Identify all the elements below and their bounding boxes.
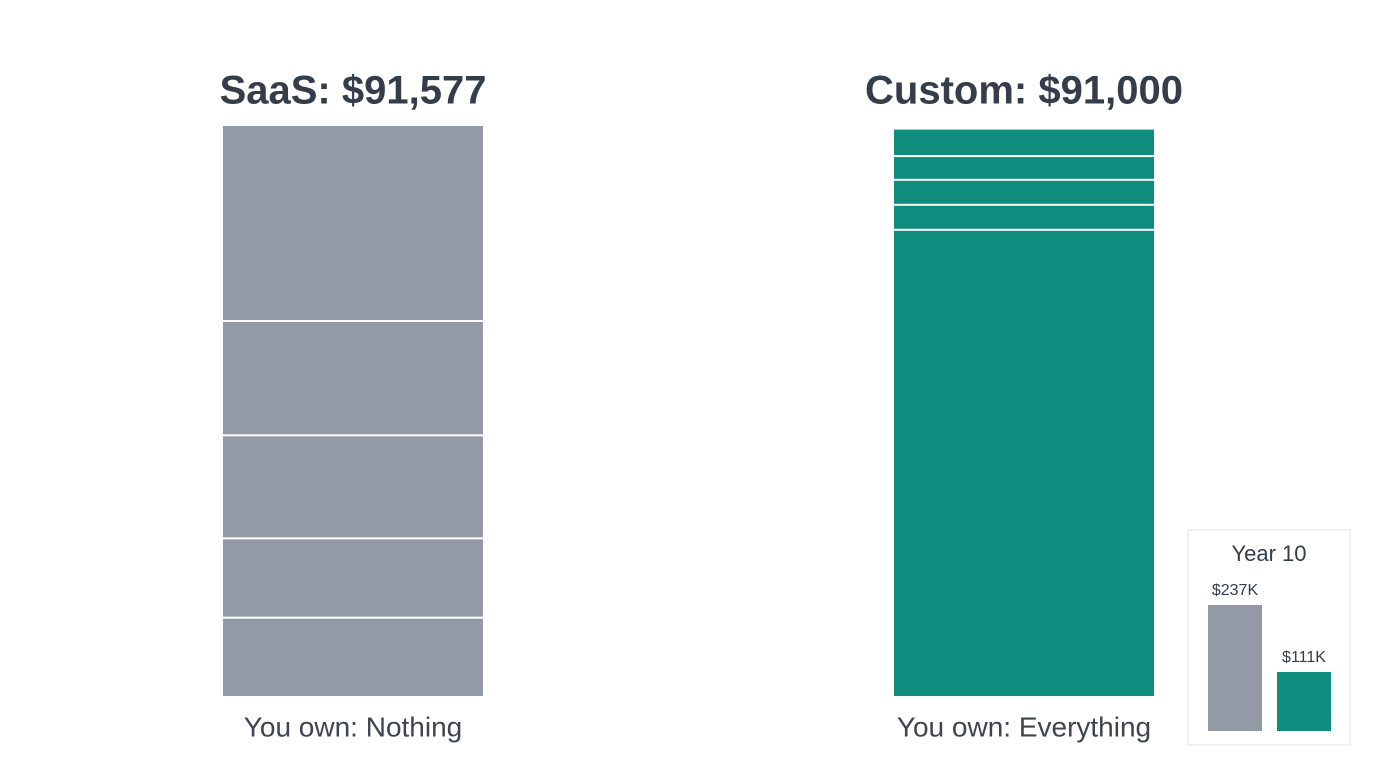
bar-segment [223,321,483,435]
bar-segment [223,436,483,538]
bar-segment [894,129,1154,156]
bar-segment [223,126,483,320]
value-label: $237K [1212,582,1259,599]
bar [1277,671,1331,731]
bar-caption: You own: Nothing [244,711,462,742]
bar-segment [894,157,1154,179]
bar-segment [894,230,1154,696]
bar [1208,605,1262,731]
bar-title: Custom: $91,000 [865,69,1183,113]
bar-segment [223,539,483,617]
inset-title: Year 10 [1231,541,1306,566]
bar-segment [223,618,483,696]
bar-segment [894,180,1154,204]
bar-caption: You own: Everything [897,711,1151,742]
bar-title: SaaS: $91,577 [220,69,487,113]
value-label: $111K [1282,649,1326,666]
bar-segment [894,205,1154,229]
